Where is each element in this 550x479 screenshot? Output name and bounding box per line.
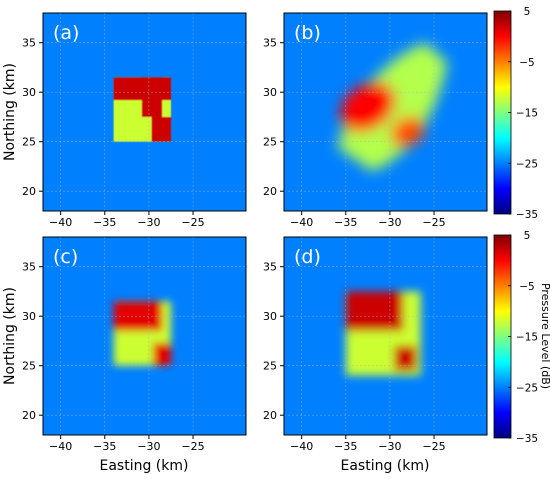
y-tick-label: 20 [263, 409, 277, 422]
colorbar-layer: 5 −5 −15 −25 −35 5 −5 −15 −25 −35 Pressure Level (… [493, 6, 550, 445]
x-tick-label: −25 [422, 440, 445, 453]
x-tick-label: −35 [334, 440, 357, 453]
x-tick-label: −35 [93, 216, 116, 229]
grid [43, 237, 246, 435]
x-tick-label: −40 [49, 216, 72, 229]
colorbar-tick-label: −35 [516, 433, 538, 445]
colorbar-tick-label: −15 [516, 108, 538, 120]
panel-d: −40 −35 −30 −25 20 25 30 35 [263, 236, 488, 453]
y-tick-label: 30 [263, 86, 277, 99]
y-tick-label: 30 [22, 86, 36, 99]
pressure-field [113, 301, 171, 366]
y-tick-label: 30 [22, 310, 36, 323]
y-tick-label: 35 [263, 37, 277, 50]
y-tick-label: 25 [22, 136, 36, 149]
panel-frame [283, 12, 488, 212]
colorbar-tick-label: −5 [519, 281, 534, 293]
panel-frame [42, 12, 247, 212]
y-tick-label: 25 [22, 360, 36, 373]
colorbar: 5 −5 −15 −25 −35 Pressure Level (dB) [493, 230, 550, 445]
colorbar-tick-label: −25 [516, 158, 538, 170]
pressure-field [336, 42, 448, 172]
panel-a: −40 −35 −30 −25 20 25 30 35 [22, 12, 247, 229]
field-region-2 [141, 77, 163, 117]
panel-label: (c) [53, 246, 78, 268]
y-tick-label: 25 [263, 360, 277, 373]
x-tick-label: −35 [93, 440, 116, 453]
x-axis-label: Easting (km) [341, 458, 430, 474]
field-region-2 [153, 342, 171, 366]
x-tick-label: −25 [181, 216, 204, 229]
y-tick-label: 20 [22, 185, 36, 198]
panel-label: (a) [53, 22, 79, 44]
colorbar-tick-label: −15 [516, 332, 538, 344]
colorbar: 5 −5 −15 −25 −35 [493, 6, 538, 221]
pressure-field [113, 77, 171, 142]
colorbar-tick-label: 5 [524, 230, 531, 242]
x-tick-label: −35 [334, 216, 357, 229]
field-region-1 [345, 291, 404, 332]
y-tick-label: 20 [22, 409, 36, 422]
panel-b: −40 −35 −30 −25 20 25 30 35 [263, 12, 488, 229]
field-region-3 [151, 116, 171, 142]
x-tick-label: −30 [137, 216, 160, 229]
panel-label: (b) [294, 22, 321, 44]
grid [284, 237, 487, 435]
panel-frame [283, 236, 488, 436]
grid [43, 13, 246, 211]
colorbar-tick-label: −25 [516, 382, 538, 394]
y-axis-label: Northing (km) [2, 287, 18, 385]
colorbar-tick-label: −35 [516, 209, 538, 221]
x-tick-label: −30 [378, 440, 401, 453]
x-axis-label: Easting (km) [100, 458, 189, 474]
y-tick-label: 30 [263, 310, 277, 323]
panel-c: −40 −35 −30 −25 20 25 30 35 [22, 236, 247, 453]
y-tick-label: 35 [263, 261, 277, 274]
panel-label: (d) [294, 246, 321, 268]
field-region-2 [390, 116, 425, 148]
labels-layer: (a) (b) (c) (d) Easting (km) Easting (km) Nort… [2, 22, 429, 474]
y-tick-label: 35 [22, 261, 36, 274]
panel-frame [42, 236, 247, 436]
y-tick-label: 35 [22, 37, 36, 50]
colorbar-tick-label: 5 [524, 6, 531, 18]
pressure-field [345, 291, 421, 376]
colorbar-tick-label: −5 [519, 57, 534, 69]
x-tick-label: −25 [422, 216, 445, 229]
colorbar-label: Pressure Level (dB) [539, 283, 550, 389]
field-region-2 [394, 345, 417, 371]
y-tick-label: 20 [263, 185, 277, 198]
field-region-1 [113, 301, 163, 332]
x-tick-label: −30 [137, 440, 160, 453]
x-tick-label: −40 [290, 216, 313, 229]
y-axis-label: Northing (km) [2, 63, 18, 161]
x-tick-label: −25 [181, 440, 204, 453]
x-tick-label: −40 [49, 440, 72, 453]
field-region-1 [340, 82, 396, 132]
panels-layer: −40 −35 −30 −25 20 25 30 35 −40 −35 −30 −25 20 25 30 35… [22, 12, 488, 453]
x-tick-label: −40 [290, 440, 313, 453]
grid [284, 13, 487, 211]
y-tick-label: 25 [263, 136, 277, 149]
x-tick-label: −30 [378, 216, 401, 229]
